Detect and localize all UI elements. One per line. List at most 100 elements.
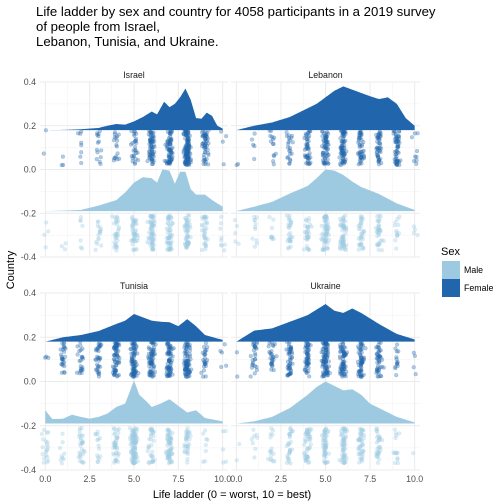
jitter-point-male bbox=[150, 426, 155, 431]
jitter-point-female bbox=[166, 160, 171, 166]
jitter-point-female bbox=[117, 343, 122, 348]
jitter-point-female bbox=[167, 159, 172, 165]
jitter-point-female bbox=[148, 137, 153, 142]
jitter-point-female bbox=[377, 353, 382, 358]
jitter-point-female bbox=[394, 140, 399, 145]
jitter-point-male bbox=[203, 247, 208, 252]
jitter-point-female bbox=[167, 157, 172, 163]
jitter-point-male bbox=[182, 448, 188, 454]
jitter-point-female bbox=[185, 146, 190, 151]
jitter-point-female bbox=[132, 160, 137, 165]
jitter-point-female bbox=[323, 137, 329, 142]
jitter-point-female bbox=[167, 130, 172, 136]
jitter-point-female bbox=[63, 346, 68, 351]
legend-key-female bbox=[442, 279, 460, 297]
jitter-point-male bbox=[148, 432, 153, 437]
jitter-point-female bbox=[149, 361, 154, 366]
jitter-point-female bbox=[188, 345, 193, 351]
jitter-point-male bbox=[186, 213, 191, 218]
jitter-point-male bbox=[304, 243, 309, 249]
jitter-point-female bbox=[359, 373, 364, 378]
jitter-point-male bbox=[186, 241, 191, 247]
jitter-point-female bbox=[206, 162, 211, 167]
jitter-point-female bbox=[169, 138, 174, 144]
jitter-point-male bbox=[287, 225, 292, 230]
jitter-point-male bbox=[359, 215, 364, 221]
jitter-point-female bbox=[130, 366, 135, 371]
jitter-point-male bbox=[185, 220, 190, 226]
jitter-point-female bbox=[250, 362, 255, 367]
jitter-point-male bbox=[339, 431, 345, 436]
jitter-point-male bbox=[132, 446, 138, 451]
jitter-point-male bbox=[132, 441, 138, 446]
jitter-point-male bbox=[286, 245, 292, 250]
jitter-point-female bbox=[203, 348, 208, 353]
jitter-point-female bbox=[396, 134, 401, 139]
jitter-point-female bbox=[77, 349, 82, 354]
jitter-point-female bbox=[320, 150, 325, 155]
jitter-point-female bbox=[134, 373, 139, 378]
jitter-point-male bbox=[116, 451, 121, 456]
jitter-point-female bbox=[149, 347, 154, 352]
jitter-point-female bbox=[113, 368, 119, 373]
jitter-point-female bbox=[377, 158, 382, 163]
jitter-point-male bbox=[148, 235, 153, 240]
jitter-point-female bbox=[167, 161, 172, 166]
jitter-point-male bbox=[374, 440, 379, 445]
jitter-point-female bbox=[322, 153, 327, 158]
jitter-point-female bbox=[114, 341, 119, 347]
jitter-point-female bbox=[129, 153, 134, 159]
jitter-point-male bbox=[200, 228, 205, 233]
jitter-point-female bbox=[95, 150, 100, 155]
jitter-point-female bbox=[95, 364, 101, 369]
x-tick-label: 10.0 bbox=[214, 474, 231, 484]
jitter-point-female bbox=[94, 357, 99, 362]
jitter-point-female bbox=[134, 140, 139, 146]
jitter-point-female bbox=[342, 145, 347, 151]
jitter-point-male bbox=[376, 230, 381, 235]
jitter-point-male bbox=[411, 451, 416, 456]
jitter-point-male bbox=[305, 236, 310, 241]
jitter-point-male bbox=[341, 217, 346, 222]
jitter-point-male bbox=[97, 229, 102, 234]
jitter-point-female bbox=[185, 370, 190, 375]
jitter-point-female bbox=[167, 359, 172, 364]
jitter-point-female bbox=[185, 137, 190, 142]
jitter-point-male bbox=[287, 450, 293, 455]
jitter-point-female bbox=[147, 142, 152, 147]
jitter-point-female bbox=[152, 144, 157, 149]
jitter-point-female bbox=[149, 369, 154, 375]
jitter-point-male bbox=[151, 237, 156, 242]
jitter-point-male bbox=[148, 213, 153, 219]
panel-strip-label: Israel bbox=[123, 70, 145, 80]
jitter-point-male bbox=[325, 460, 330, 465]
jitter-point-female bbox=[185, 150, 190, 155]
jitter-point-female bbox=[165, 145, 171, 150]
jitter-point-female bbox=[169, 358, 174, 363]
jitter-point-female bbox=[131, 346, 136, 351]
jitter-point-female bbox=[187, 363, 192, 368]
jitter-point-female bbox=[340, 151, 345, 157]
jitter-point-male bbox=[397, 214, 402, 219]
jitter-point-female bbox=[131, 345, 136, 350]
jitter-point-female bbox=[95, 354, 100, 359]
jitter-point-male bbox=[204, 220, 210, 225]
jitter-point-male bbox=[377, 241, 382, 246]
jitter-point-female bbox=[375, 155, 381, 160]
jitter-point-male bbox=[46, 458, 51, 463]
jitter-point-female bbox=[58, 352, 64, 357]
jitter-point-male bbox=[306, 224, 311, 230]
jitter-point-female bbox=[288, 157, 293, 162]
jitter-point-male bbox=[131, 219, 136, 224]
jitter-point-female bbox=[131, 350, 136, 356]
jitter-point-female bbox=[320, 152, 325, 158]
jitter-point-female bbox=[147, 149, 152, 154]
jitter-point-female bbox=[203, 136, 208, 142]
jitter-point-female bbox=[414, 154, 419, 159]
jitter-point-female bbox=[115, 138, 120, 143]
jitter-point-male bbox=[359, 231, 364, 236]
jitter-point-female bbox=[189, 367, 194, 372]
jitter-point-male bbox=[150, 245, 155, 250]
jitter-point-female bbox=[303, 154, 308, 160]
jitter-point-female bbox=[184, 344, 189, 349]
